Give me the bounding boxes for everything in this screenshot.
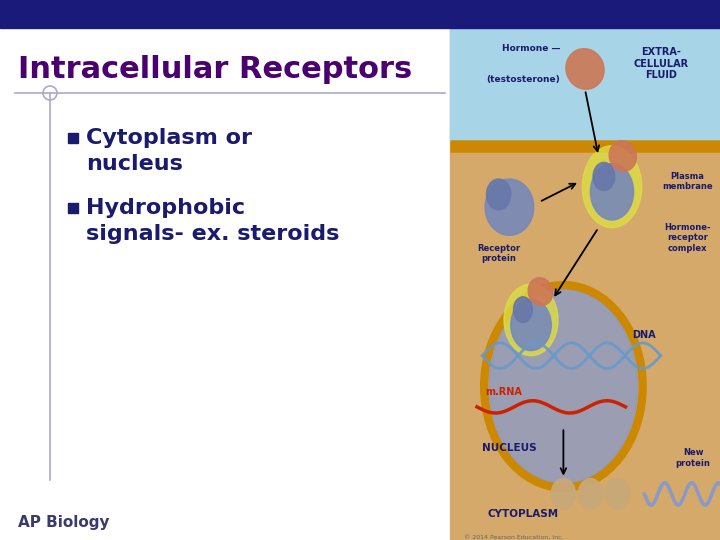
Bar — [68, 133, 78, 143]
Text: Hormone-
receptor
complex: Hormone- receptor complex — [665, 223, 711, 253]
Ellipse shape — [487, 179, 510, 210]
Text: © 2014 Pearson Education, Inc.: © 2014 Pearson Education, Inc. — [464, 535, 563, 540]
Ellipse shape — [590, 164, 634, 220]
Text: nucleus: nucleus — [86, 154, 183, 174]
Text: EXTRA-
CELLULAR
FLUID: EXTRA- CELLULAR FLUID — [633, 47, 688, 80]
Ellipse shape — [606, 478, 629, 509]
Ellipse shape — [513, 297, 532, 322]
Text: Receptor
protein: Receptor protein — [477, 244, 520, 263]
Text: (testosterone): (testosterone) — [486, 75, 559, 84]
Ellipse shape — [593, 163, 615, 191]
Text: Plasma
membrane: Plasma membrane — [662, 172, 713, 191]
Ellipse shape — [578, 478, 603, 509]
Text: Cytoplasm or: Cytoplasm or — [86, 128, 252, 148]
Ellipse shape — [489, 289, 638, 484]
Text: AP Biology: AP Biology — [18, 515, 109, 530]
Text: Hydrophobic: Hydrophobic — [86, 198, 245, 218]
Ellipse shape — [528, 278, 553, 306]
Text: CYTOPLASM: CYTOPLASM — [487, 509, 559, 519]
Bar — [450, 28, 720, 140]
Ellipse shape — [504, 284, 558, 356]
Text: DNA: DNA — [633, 330, 656, 340]
Text: Intracellular Receptors: Intracellular Receptors — [18, 56, 413, 84]
Ellipse shape — [485, 179, 534, 235]
Text: signals- ex. steroids: signals- ex. steroids — [86, 224, 339, 244]
Ellipse shape — [566, 49, 604, 89]
Ellipse shape — [552, 478, 575, 509]
Ellipse shape — [510, 299, 552, 350]
Bar — [68, 203, 78, 213]
Bar — [450, 28, 720, 540]
Ellipse shape — [582, 146, 642, 228]
Text: NUCLEUS: NUCLEUS — [482, 443, 536, 453]
Bar — [0, 0, 720, 28]
Text: m.RNA: m.RNA — [485, 387, 523, 396]
Ellipse shape — [609, 141, 636, 171]
Text: Hormone —: Hormone — — [502, 44, 560, 53]
Bar — [0, 28, 450, 540]
Text: New
protein: New protein — [675, 448, 711, 468]
